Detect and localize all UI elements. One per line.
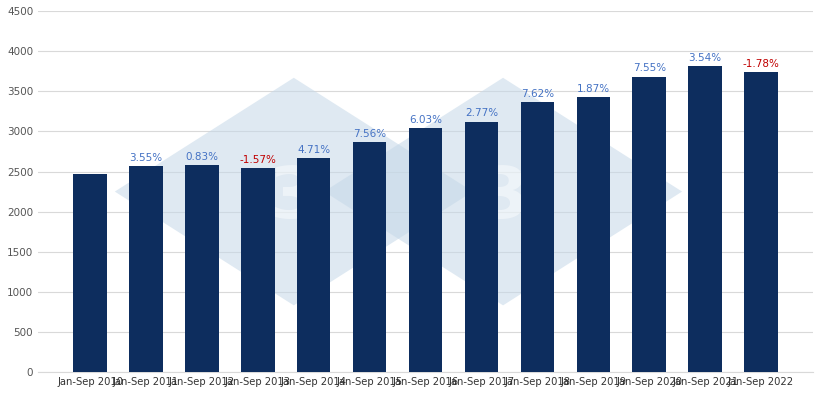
Bar [744,72,777,372]
Bar [520,102,554,372]
Text: 4.71%: 4.71% [296,145,330,155]
Text: 2.77%: 2.77% [464,108,497,118]
Text: 7.62%: 7.62% [520,89,554,99]
Bar [352,142,386,372]
Text: 3: 3 [477,164,527,233]
Bar [241,168,274,372]
Text: -1.78%: -1.78% [742,58,779,69]
Bar [129,166,162,372]
Bar [73,173,106,372]
Text: 7.55%: 7.55% [632,63,665,73]
Bar [409,128,441,372]
Text: 1.87%: 1.87% [576,84,609,94]
Text: -1.57%: -1.57% [239,155,276,165]
Bar [687,66,721,372]
Bar [185,165,219,372]
Text: 3: 3 [269,164,319,233]
Text: 6.03%: 6.03% [409,115,441,125]
Polygon shape [324,78,681,305]
Text: 3.55%: 3.55% [129,153,162,163]
Bar [464,122,498,372]
Bar [576,97,609,372]
Bar [631,77,665,372]
Text: 0.83%: 0.83% [185,152,218,162]
Bar [296,158,330,372]
Text: 3.54%: 3.54% [688,53,721,63]
Polygon shape [115,78,473,305]
Text: 7.56%: 7.56% [353,129,386,139]
